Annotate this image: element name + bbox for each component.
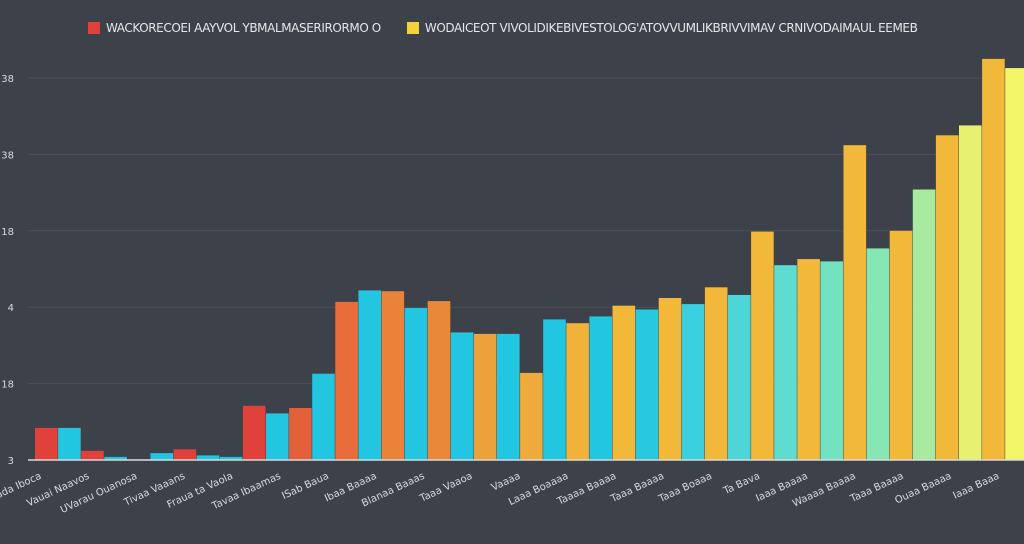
bar xyxy=(266,413,289,460)
bar xyxy=(58,427,81,460)
x-tick-label: Iaaa Baaa xyxy=(952,471,1002,502)
bar xyxy=(543,319,566,460)
bar xyxy=(728,295,751,460)
bar xyxy=(427,301,451,460)
bar xyxy=(704,287,728,460)
bar xyxy=(658,298,682,460)
bar xyxy=(404,308,428,460)
bar xyxy=(751,231,774,460)
bar xyxy=(820,261,843,460)
bar xyxy=(358,290,381,460)
x-tick-label: Taaa Vaaoa xyxy=(418,471,475,505)
legend-swatch-series-1 xyxy=(88,22,100,34)
bar xyxy=(104,456,127,460)
bar xyxy=(912,189,936,460)
bar xyxy=(566,323,589,460)
bar xyxy=(1005,68,1024,460)
y-tick-label: 38 xyxy=(1,74,14,85)
bar xyxy=(797,259,820,460)
y-tick-label: 4 xyxy=(8,303,14,314)
chart-legend: WACKORECOEI AAYVOL YBMALMASERIRORMO O WO… xyxy=(88,18,943,38)
bar xyxy=(173,449,197,460)
bar xyxy=(982,58,1005,461)
y-axis-ticks: 3 18 4 18 38 38 xyxy=(1,74,14,467)
bar xyxy=(312,373,335,460)
bar xyxy=(242,405,266,460)
bar xyxy=(612,305,636,460)
bar xyxy=(196,455,220,460)
bar xyxy=(450,332,474,460)
bar xyxy=(289,408,312,460)
bar xyxy=(959,125,982,461)
x-tick-label: ISab Baua xyxy=(280,471,330,502)
y-tick-label: 18 xyxy=(1,380,14,391)
bar xyxy=(335,301,358,460)
legend-item-series-1: WACKORECOEI AAYVOL YBMALMASERIRORMO O xyxy=(88,21,381,35)
legend-label-series-2: WODAICEOT VIVOLIDIKEBIVESTOLOG'ATOVVUMLI… xyxy=(424,21,918,35)
bar-series xyxy=(35,58,1024,461)
bar xyxy=(219,456,243,460)
y-tick-label: 38 xyxy=(1,150,14,161)
bar xyxy=(635,309,659,460)
legend-item-series-2: WODAICEOT VIVOLIDIKEBIVESTOLOG'ATOVVUMLI… xyxy=(406,21,918,35)
bar xyxy=(473,333,497,460)
bar xyxy=(935,135,959,461)
x-tick-label: Taaa Baaaa xyxy=(608,471,666,506)
x-tick-label: Vaaaa xyxy=(490,471,522,494)
bar xyxy=(889,230,913,460)
bar xyxy=(381,291,405,460)
bar xyxy=(150,453,174,460)
x-tick-label: Taaa Boaaa xyxy=(656,471,714,506)
bar xyxy=(774,265,797,460)
y-tick-label: 3 xyxy=(8,456,14,467)
bar xyxy=(843,145,867,460)
bar xyxy=(520,372,543,460)
y-tick-label: 18 xyxy=(1,227,14,238)
bar xyxy=(681,304,705,460)
bar xyxy=(866,248,890,460)
bar xyxy=(497,333,520,460)
legend-label-series-1: WACKORECOEI AAYVOL YBMALMASERIRORMO O xyxy=(106,21,381,35)
bar xyxy=(35,427,58,460)
bar xyxy=(589,316,612,460)
legend-swatch-series-2 xyxy=(406,22,419,34)
bar xyxy=(81,450,104,460)
